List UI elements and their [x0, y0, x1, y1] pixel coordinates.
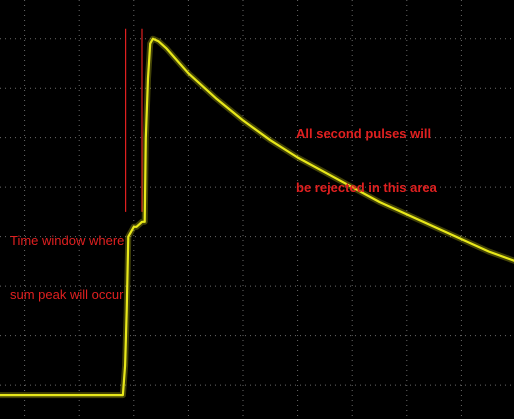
sum-peak-annotation-line-2: sum peak will occur: [10, 287, 124, 302]
rejection-annotation-line-2: be rejected in this area: [296, 180, 437, 195]
waveform-trace-1: [0, 37, 514, 397]
sum-peak-window-annotation: Time window where sum peak will occur: [10, 196, 124, 340]
rejection-annotation-line-1: All second pulses will: [296, 126, 432, 141]
sum-peak-annotation-line-1: Time window where: [10, 233, 125, 248]
rejection-area-annotation: All second pulses will be rejected in th…: [296, 89, 437, 233]
